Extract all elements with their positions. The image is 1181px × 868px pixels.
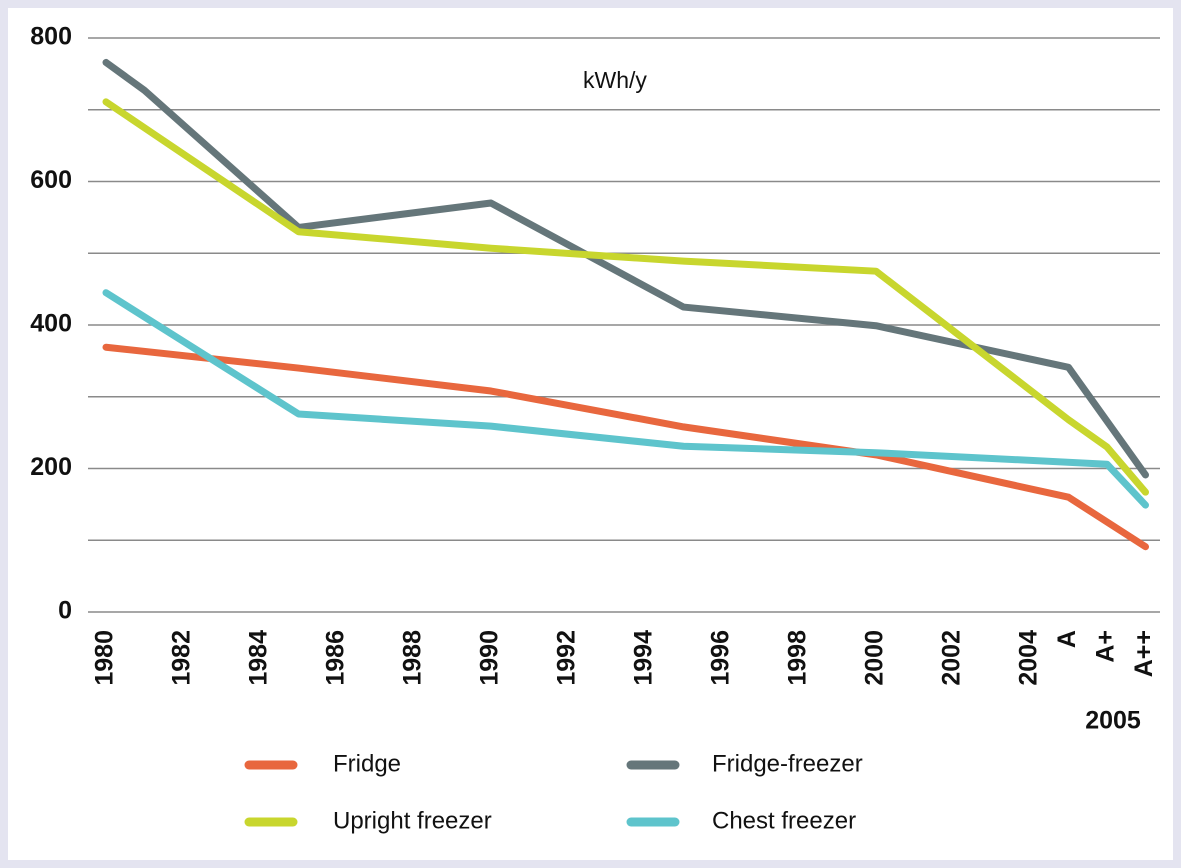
x-tick-label: A: [1053, 630, 1081, 648]
x-tick-label: 1988: [399, 630, 427, 686]
x-tick-label: 1982: [168, 630, 196, 686]
x-group-label: 2005: [1085, 707, 1141, 735]
x-tick-label: 1992: [553, 630, 581, 686]
series-line: [102, 289, 1149, 509]
series-line: [102, 98, 1149, 496]
x-tick-label: 2002: [938, 630, 966, 686]
x-tick-label: A+: [1092, 630, 1120, 663]
x-tick-label: 1984: [245, 630, 273, 686]
x-tick-label: 1990: [476, 630, 504, 686]
series-line: [102, 343, 1149, 551]
chart-title: kWh/y: [583, 67, 647, 93]
x-tick-label: 1980: [91, 630, 119, 686]
legend-label: Chest freezer: [712, 807, 856, 834]
x-tick-label: 2004: [1015, 630, 1043, 686]
y-tick-label: 400: [30, 310, 72, 338]
y-tick-label: 800: [30, 23, 72, 51]
x-tick-label: 1994: [630, 630, 658, 686]
x-tick-label: 1996: [707, 630, 735, 686]
x-tick-label: 2000: [861, 630, 889, 686]
legend-label: Fridge-freezer: [712, 750, 863, 777]
legend-label: Fridge: [333, 750, 401, 777]
y-tick-label: 0: [58, 597, 72, 625]
x-tick-label: 1998: [784, 630, 812, 686]
y-tick-label: 200: [30, 453, 72, 481]
x-tick-label: 1986: [322, 630, 350, 686]
x-tick-label: A++: [1130, 630, 1158, 677]
y-tick-label: 600: [30, 166, 72, 194]
legend-label: Upright freezer: [333, 807, 492, 834]
